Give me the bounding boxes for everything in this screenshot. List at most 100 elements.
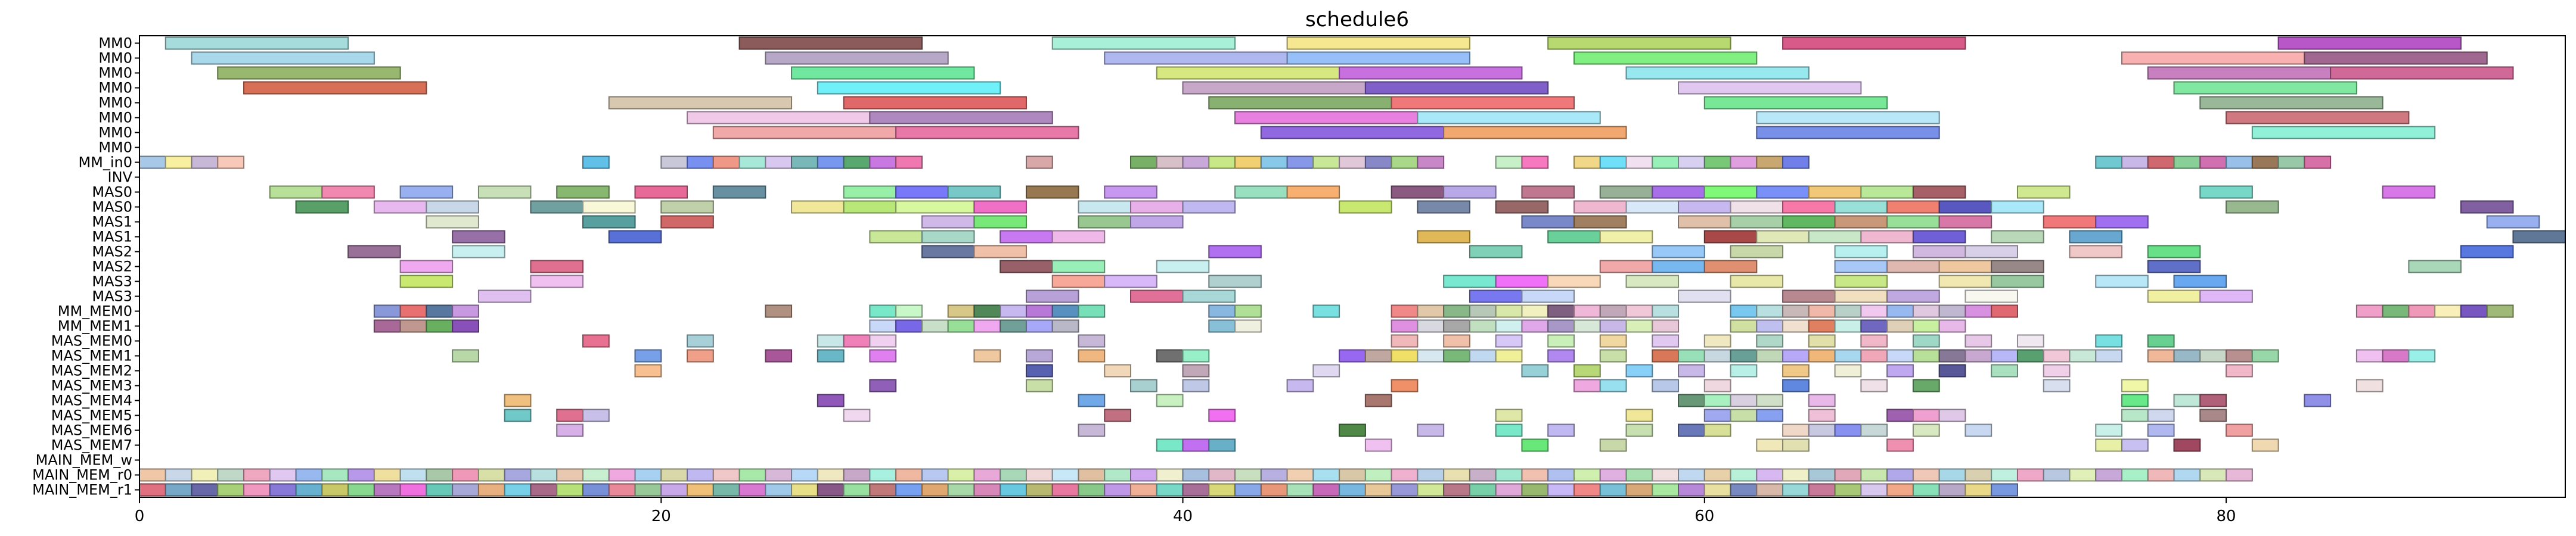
task-bar (817, 334, 845, 348)
task-bar (1886, 215, 1940, 229)
task-bar (1417, 319, 1445, 333)
task-bar (1730, 394, 1758, 407)
task-bar (608, 468, 636, 482)
task-bar (426, 483, 454, 497)
task-bar (1495, 200, 1549, 214)
task-bar (1443, 185, 1497, 199)
task-bar (973, 468, 1001, 482)
task-bar (2199, 289, 2253, 303)
task-bar (1443, 334, 1470, 348)
task-bar (895, 126, 1079, 139)
x-tick-label: 0 (135, 507, 145, 525)
task-bar (1599, 483, 1627, 497)
task-bar (582, 155, 610, 169)
row-label: MAS1 (92, 229, 132, 245)
task-bar (1391, 319, 1419, 333)
task-bar (1364, 483, 1392, 497)
task-bar (1964, 423, 1992, 437)
row-label: MAS_MEM7 (51, 437, 132, 454)
task-bar (1964, 483, 1992, 497)
task-bar (1756, 409, 1784, 422)
task-bar (947, 319, 975, 333)
task-bar (1104, 468, 1132, 482)
task-bar (1182, 468, 1210, 482)
task-bar (634, 185, 688, 199)
task-bar (426, 468, 454, 482)
task-bar (1051, 483, 1079, 497)
task-bar (452, 319, 479, 333)
task-bar (1234, 483, 1262, 497)
task-bar (2460, 304, 2488, 318)
task-bar (1521, 304, 1549, 318)
task-bar (973, 319, 1001, 333)
row-label: MAS3 (92, 288, 132, 305)
task-bars (139, 36, 2566, 497)
task-bar (1025, 289, 1079, 303)
task-bar (1703, 185, 1758, 199)
task-bar (1808, 334, 1836, 348)
task-bar (1573, 319, 1601, 333)
task-bar (1182, 289, 1236, 303)
task-bar (1417, 483, 1445, 497)
task-bar (1599, 185, 1653, 199)
task-bar (1886, 438, 1914, 452)
task-bar (1469, 468, 1497, 482)
task-bar (1182, 483, 1210, 497)
task-bar (1234, 185, 1288, 199)
task-bar (1521, 364, 1549, 378)
task-bar (1182, 155, 1210, 169)
task-bar (869, 230, 923, 244)
task-bar (269, 185, 323, 199)
task-bar (2173, 81, 2357, 95)
task-bar (1912, 483, 1940, 497)
task-bar (477, 468, 505, 482)
task-bar (1573, 155, 1601, 169)
task-bar (426, 215, 479, 229)
row-label: MAS_MEM3 (51, 378, 132, 394)
task-bar (1652, 304, 1680, 318)
task-bar (321, 468, 349, 482)
task-bar (1678, 483, 1705, 497)
task-bar (1025, 483, 1053, 497)
task-bar (1208, 409, 1236, 422)
task-bar (399, 468, 427, 482)
task-bar (165, 483, 193, 497)
task-bar (1860, 349, 1888, 363)
task-bar (1573, 51, 1758, 65)
task-bar (765, 468, 793, 482)
row-label: MAS_MEM5 (51, 407, 132, 424)
task-bar (1000, 230, 1053, 244)
task-bar (530, 200, 584, 214)
task-bar (1078, 334, 1106, 348)
task-bar (1912, 423, 1940, 437)
task-bar (1156, 66, 1340, 80)
task-bar (1912, 334, 1940, 348)
row-label: MM0 (98, 124, 132, 141)
task-bar (1156, 468, 1184, 482)
task-bar (2121, 394, 2149, 407)
task-bar (1703, 230, 1758, 244)
task-bar (1599, 438, 1627, 452)
task-bar (1834, 289, 1888, 303)
task-bar (582, 334, 610, 348)
task-bar (1417, 423, 1445, 437)
task-bar (1417, 349, 1445, 363)
task-bar (1547, 334, 1575, 348)
plot-frame (139, 35, 2566, 498)
row-label: MAS3 (92, 273, 132, 290)
task-bar (2199, 96, 2383, 110)
task-bar (1104, 483, 1132, 497)
task-bar (2069, 349, 2097, 363)
task-bar (1886, 319, 1914, 333)
task-bar (2043, 379, 2071, 392)
row-label: MAS0 (92, 184, 132, 201)
task-bar (2199, 155, 2227, 169)
task-bar (1130, 215, 1184, 229)
task-bar (1521, 319, 1549, 333)
task-bar (1886, 468, 1914, 482)
task-bar (921, 319, 949, 333)
task-bar (1938, 483, 1966, 497)
task-bar (1782, 379, 1810, 392)
task-bar (1182, 349, 1210, 363)
task-bar (1521, 483, 1549, 497)
